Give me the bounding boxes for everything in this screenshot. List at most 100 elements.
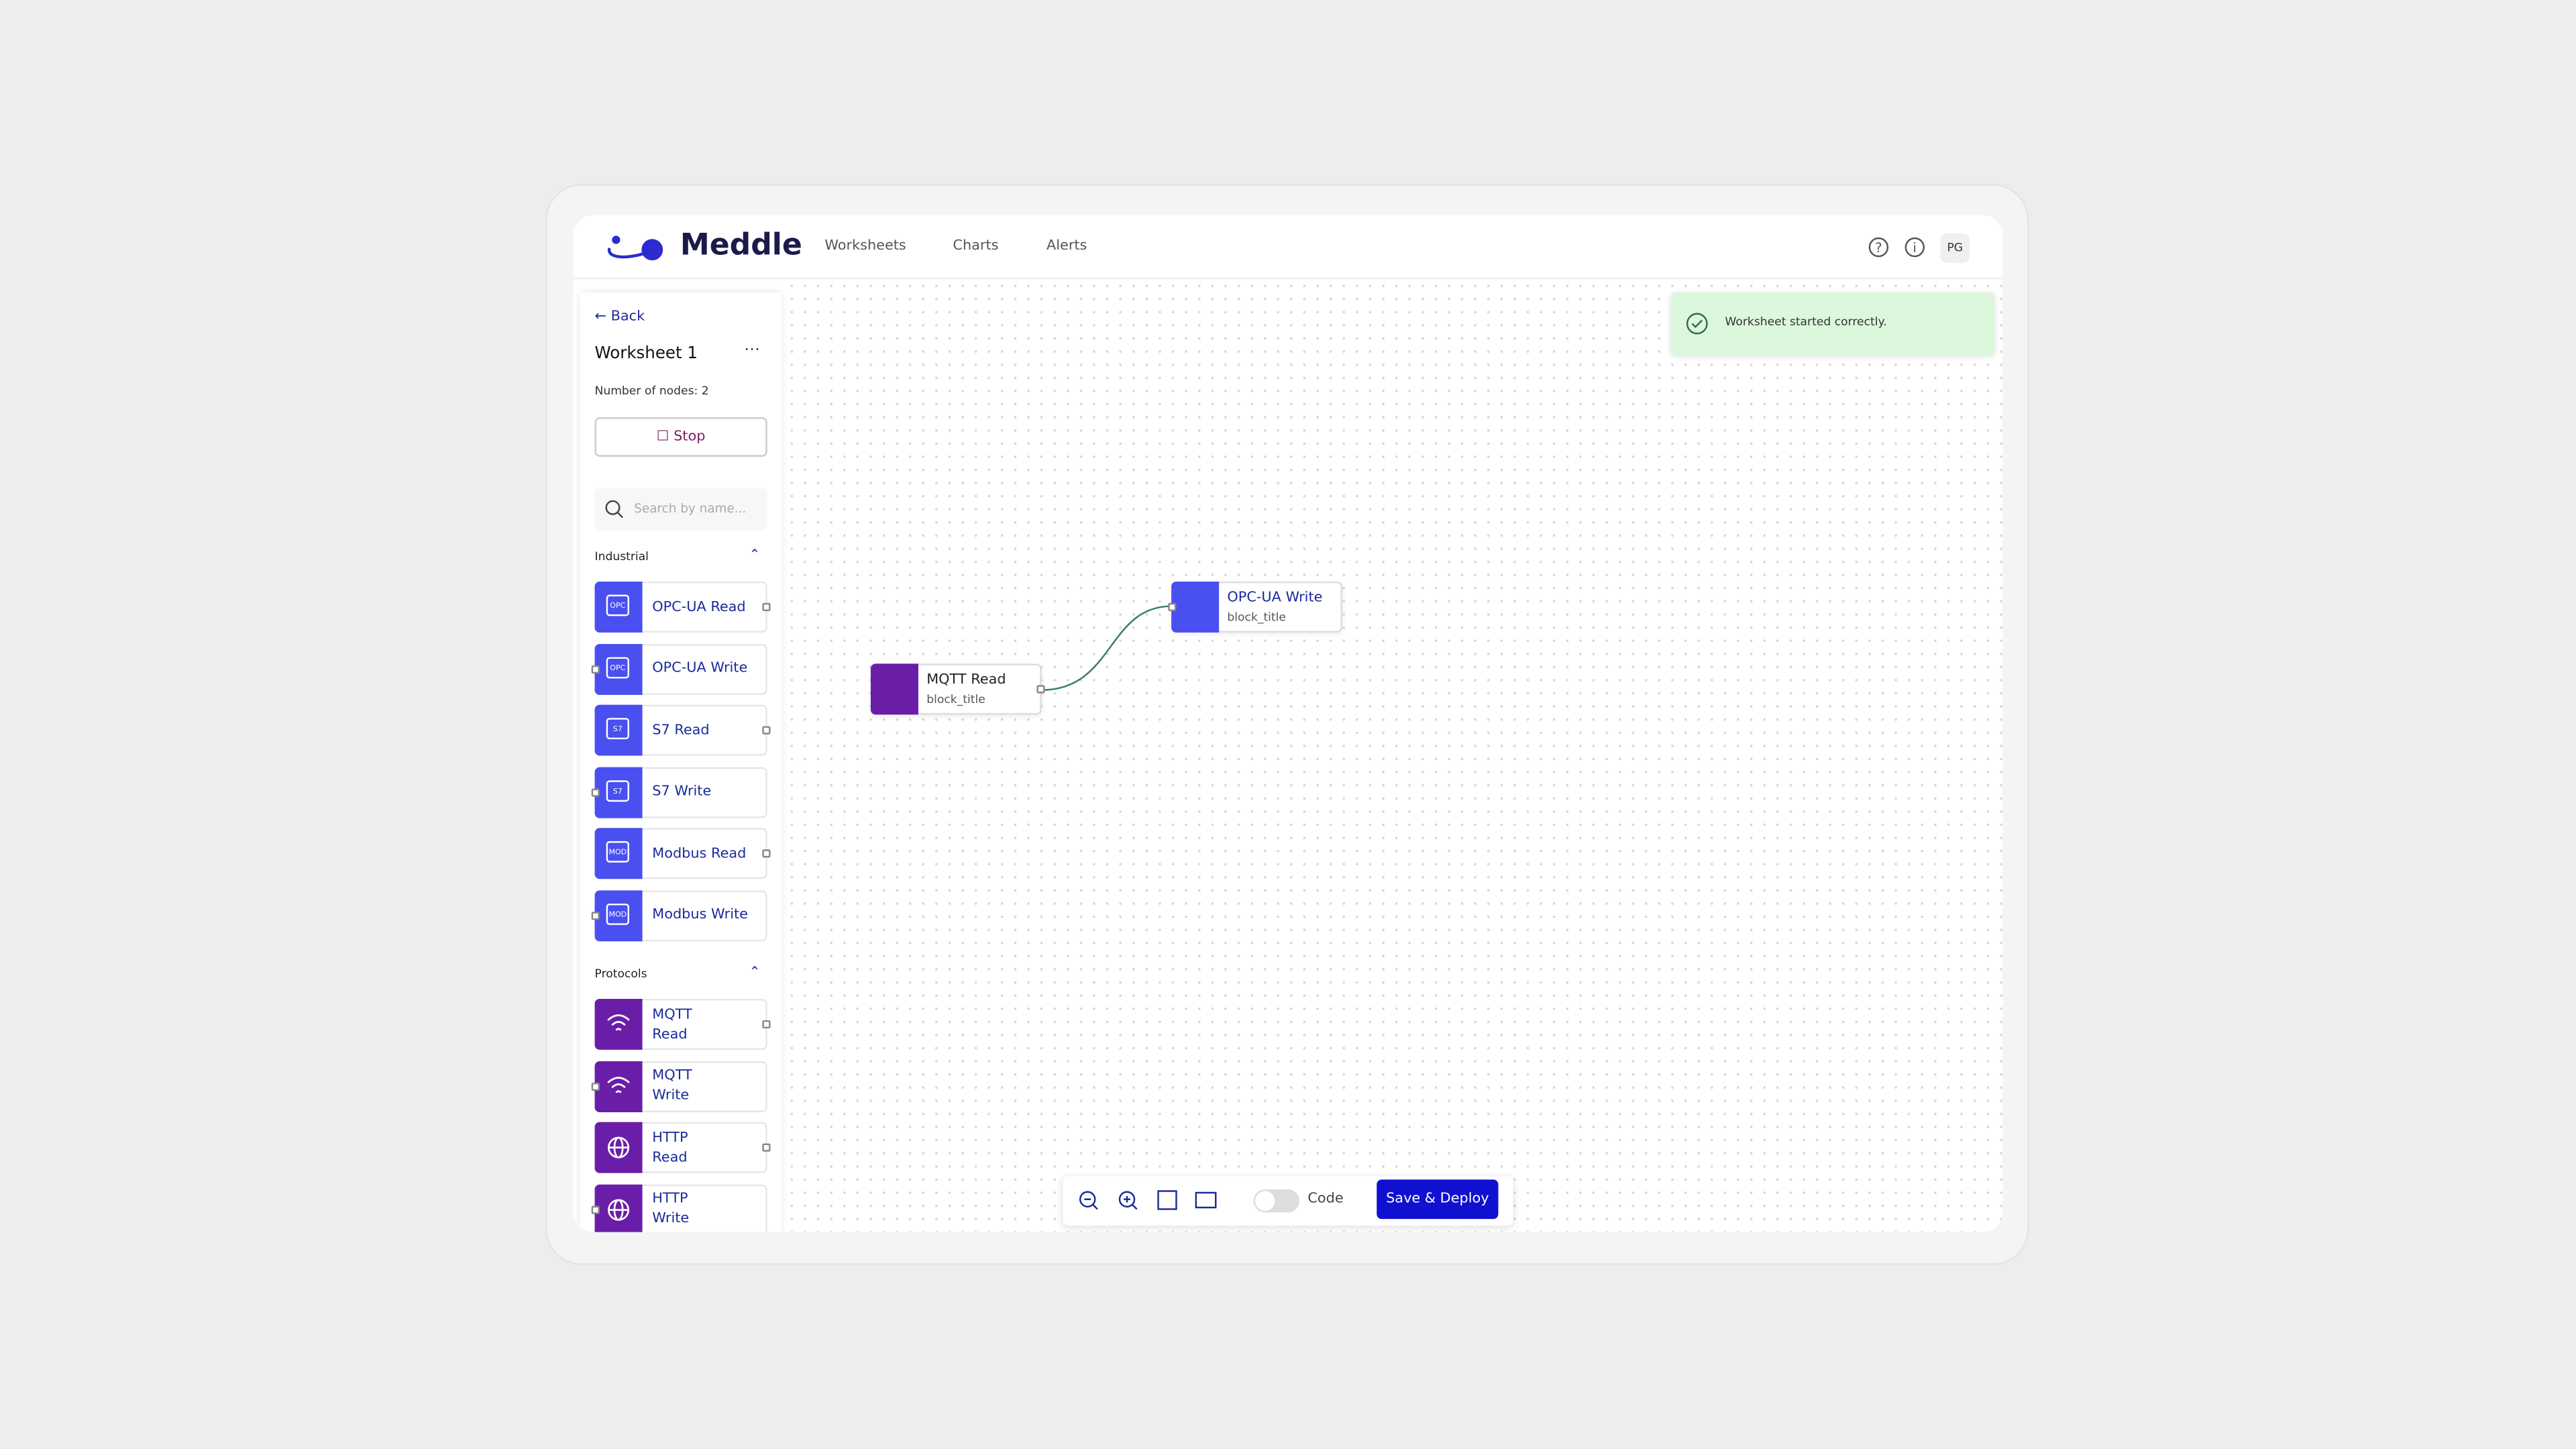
palette-item[interactable]: OPC OPC-UA Write (591, 643, 767, 694)
item-label: MQTT Write (652, 1062, 701, 1110)
port[interactable] (762, 1143, 771, 1152)
item-label: S7 Read (652, 706, 754, 754)
toolbar: Code Save & Deploy (1063, 1176, 1513, 1226)
node-icon (870, 663, 918, 715)
item-icon (594, 998, 643, 1050)
item-label-text: HTTP Read (652, 1129, 688, 1166)
avatar[interactable]: PG (1940, 233, 1970, 263)
item-label: MQTT Read (652, 1000, 701, 1048)
node-subtitle: block_title (926, 693, 985, 707)
brand: Meddle (680, 228, 802, 263)
palette-item[interactable]: HTTP Write (591, 1183, 767, 1232)
item-icon: OPC (594, 581, 643, 633)
flow-node[interactable]: OPC-UA Write block_title (1168, 581, 1342, 633)
item-icon: MOD (594, 890, 643, 941)
more-menu[interactable]: ··· (744, 341, 760, 360)
search-box[interactable]: Search by name... (594, 488, 767, 531)
search-placeholder: Search by name... (634, 500, 747, 516)
item-label: Modbus Write (652, 892, 754, 939)
node-subtitle: block_title (1227, 611, 1286, 625)
item-icon (594, 1122, 643, 1173)
nav-link[interactable]: Alerts (1046, 238, 1087, 255)
port[interactable] (762, 602, 771, 612)
header: Meddle Worksheets Charts Alerts ? i PG (573, 215, 2003, 280)
item-label-text: OPC-UA Read (652, 598, 746, 616)
header-icons: ? i (1868, 237, 1925, 258)
port[interactable] (762, 726, 771, 735)
palette-item[interactable]: HTTP Read (594, 1122, 771, 1173)
item-icon: MOD (594, 828, 643, 879)
icon-text: S7 (606, 780, 629, 801)
item-label-text: S7 Read (652, 722, 710, 739)
port[interactable] (762, 1020, 771, 1029)
icon-text: S7 (606, 718, 629, 740)
collapse-icon: ⌃ (749, 547, 761, 562)
nav-link[interactable]: Worksheets (824, 238, 906, 255)
item-label-text: Modbus Write (652, 906, 749, 924)
item-icon (594, 1183, 643, 1232)
icon-text: OPC (606, 656, 629, 678)
svg-text:?: ? (1875, 240, 1882, 256)
palette-item[interactable]: OPC OPC-UA Read (594, 581, 771, 633)
edge (1041, 605, 1172, 691)
worksheet-title: Worksheet 1 (594, 345, 698, 364)
logo (607, 235, 663, 261)
port[interactable] (762, 849, 771, 858)
item-label: S7 Write (652, 768, 754, 816)
edges (1041, 605, 1172, 691)
item-label-text: OPC-UA Write (652, 660, 748, 677)
item-label: OPC-UA Write (652, 645, 754, 692)
palette-item[interactable]: MQTT Read (594, 998, 771, 1050)
palette-item[interactable]: S7 S7 Read (594, 704, 771, 756)
back-link[interactable]: ← Back (594, 309, 645, 325)
svg-text:i: i (1913, 240, 1917, 256)
item-icon: S7 (594, 766, 643, 818)
stop-button[interactable]: ☐ Stop (594, 417, 767, 457)
nav-link[interactable]: Charts (953, 238, 999, 255)
palette-item[interactable]: MQTT Write (591, 1060, 767, 1112)
item-label-text: MQTT Read (652, 1006, 692, 1042)
flow-node[interactable]: MQTT Read block_title (870, 663, 1045, 715)
item-label: HTTP Read (652, 1124, 701, 1171)
port[interactable] (591, 788, 600, 796)
port[interactable] (1168, 602, 1177, 612)
node-icon (1171, 581, 1220, 633)
collapse-icon: ⌃ (749, 964, 761, 979)
toast-icon (1686, 313, 1708, 335)
node-title: OPC-UA Write (1227, 590, 1323, 606)
group-header: Industrial (594, 550, 649, 564)
port[interactable] (1036, 685, 1045, 694)
item-label-text: S7 Write (652, 784, 712, 800)
palette-item[interactable]: MOD Modbus Read (594, 828, 771, 879)
app: Meddle Worksheets Charts Alerts ? i PG M… (573, 215, 2003, 1232)
toast-text: Worksheet started correctly. (1725, 315, 1887, 329)
search-icon (605, 500, 624, 519)
palette-item[interactable]: MOD Modbus Write (591, 890, 767, 941)
canvas: MQTT Read block_title OPC-UA Write block… (785, 279, 2003, 1232)
icon-text: MOD (606, 841, 629, 863)
item-icon: S7 (594, 704, 643, 756)
port[interactable] (591, 1081, 600, 1090)
item-label: OPC-UA Read (652, 583, 754, 631)
sidebar: ← Back Worksheet 1 ··· Number of nodes: … (580, 292, 782, 1232)
node-count: Number of nodes: 2 (594, 384, 709, 398)
item-label: HTTP Write (652, 1185, 701, 1232)
node-title: MQTT Read (926, 672, 1006, 689)
icon-text: OPC (606, 594, 629, 616)
item-icon (594, 1060, 643, 1112)
toggle[interactable] (1253, 1189, 1300, 1213)
port[interactable] (591, 910, 600, 920)
icon-text: MOD (606, 902, 629, 924)
code-label: Code (1307, 1191, 1344, 1208)
item-label-text: Modbus Read (652, 845, 747, 862)
item-icon: OPC (594, 643, 643, 694)
zoom-tools[interactable] (1076, 1188, 1227, 1214)
group-header: Protocols (594, 967, 647, 981)
port[interactable] (591, 664, 600, 673)
deploy-button[interactable]: Save & Deploy (1377, 1179, 1499, 1220)
port[interactable] (591, 1205, 600, 1214)
toast: Worksheet started correctly. (1670, 292, 1995, 355)
palette-item[interactable]: S7 S7 Write (591, 766, 767, 818)
